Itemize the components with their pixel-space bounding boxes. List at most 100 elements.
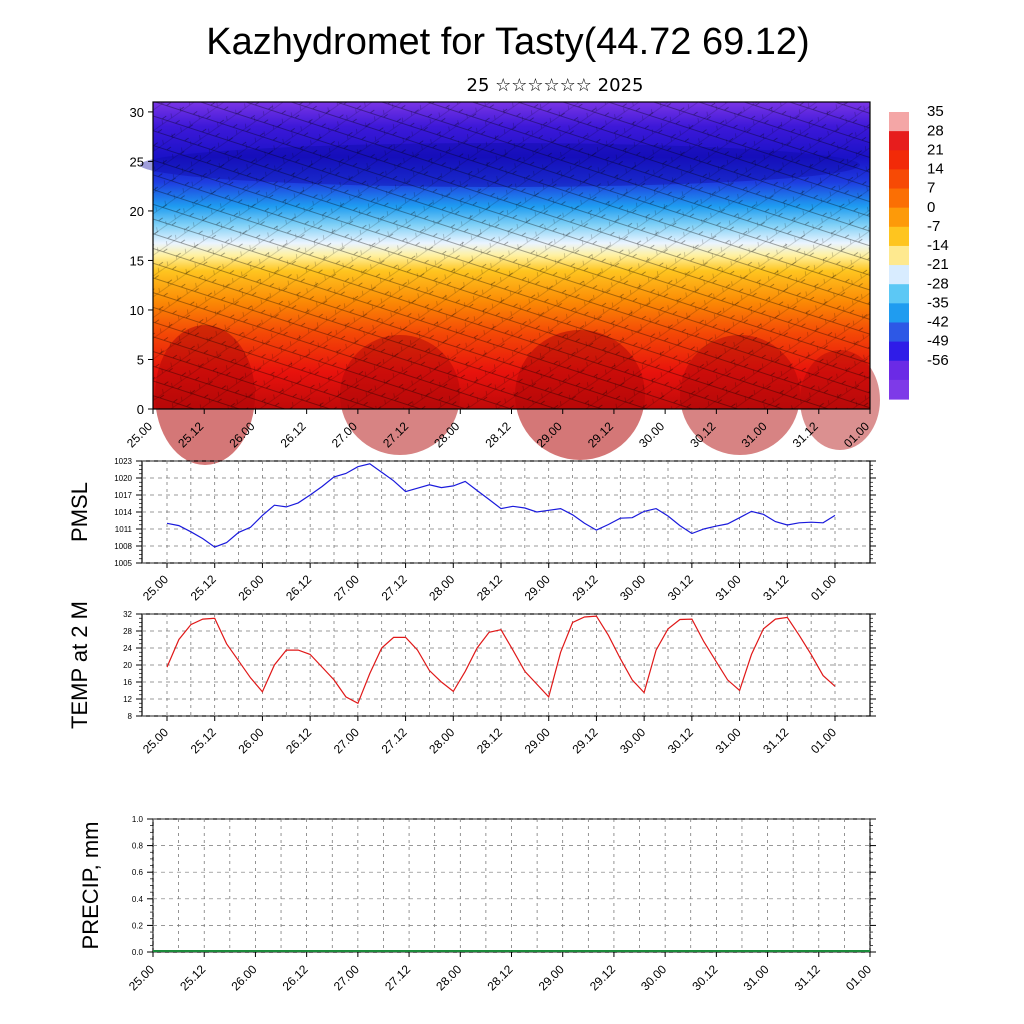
x-tick-label: 25.12 (188, 725, 219, 756)
y-tick-label: 1005 (114, 559, 132, 568)
x-tick-label: 30.12 (665, 725, 696, 756)
x-tick-label: 29.00 (536, 962, 567, 993)
x-tick-label: 25.00 (126, 962, 157, 993)
wind-barbs-layer2 (153, 102, 870, 409)
colorbar-label: -42 (927, 314, 949, 331)
colorbar-label: 21 (927, 141, 944, 158)
y-tick-label: 1011 (115, 525, 133, 534)
colorbar-swatch (889, 207, 909, 228)
x-tick-label: 25.12 (177, 962, 208, 993)
colorbar-swatch (889, 245, 909, 266)
colorbar-label: 14 (927, 161, 944, 178)
colorbar-swatch (889, 303, 909, 324)
x-tick-label: 31.00 (713, 572, 744, 603)
y-tick-label: 20 (130, 204, 144, 219)
x-tick-label: 30.00 (636, 419, 667, 450)
x-tick-label: 27.00 (331, 572, 362, 603)
x-tick-label: 26.12 (283, 725, 314, 756)
x-tick-label: 26.12 (283, 572, 314, 603)
x-tick-label: 27.00 (331, 962, 362, 993)
x-tick-label: 28.00 (426, 572, 457, 603)
x-tick-label: 31.12 (760, 725, 791, 756)
x-tick-label: 26.00 (235, 725, 266, 756)
colorbar-label: 7 (927, 180, 935, 197)
colorbar: 35 28 21 14 7 0 -7 -14 -21 -28 -35 -42 -49 -56 (889, 103, 949, 400)
y-tick-label: 1020 (114, 474, 132, 483)
colorbar-label: -21 (927, 256, 949, 273)
x-tick-label: 29.12 (569, 572, 600, 603)
colorbar-swatch (889, 188, 909, 209)
x-tick-label: 28.00 (426, 725, 457, 756)
x-tick-label: 26.00 (235, 572, 266, 603)
x-tick-label: 29.12 (587, 962, 618, 993)
y-tick-label: 12 (123, 695, 132, 704)
colorbar-label: 0 (927, 199, 935, 216)
y-tick-label: 0.8 (132, 842, 144, 851)
series-line (166, 615, 836, 705)
x-tick-label: 30.00 (638, 962, 669, 993)
colorbar-swatch (889, 169, 909, 190)
x-tick-label: 27.00 (331, 725, 362, 756)
x-tick-label: 01.00 (843, 962, 874, 993)
x-tick-label: 25.12 (188, 572, 219, 603)
temp-panel: 8 12 16 20 24 28 32 TEMP at 2 M 25.00 25.12 26.00 2… (67, 601, 876, 756)
x-tick-label: 29.12 (569, 725, 600, 756)
colorbar-label: -14 (927, 237, 949, 254)
colorbar-label: -49 (927, 333, 949, 350)
y-tick-label: 25 (130, 154, 144, 169)
y-tick-label: 1.0 (132, 815, 144, 824)
chart-title: Kazhydromet for Tasty(44.72 69.12) (206, 21, 809, 63)
precip-panel: 0.0 0.2 0.4 0.6 0.8 1.0 PRECIP, mm 25.00 25.12 26… (78, 815, 876, 993)
y-tick-label: 30 (130, 105, 144, 120)
x-tick-label: 25.00 (140, 725, 171, 756)
x-tick-label: 31.12 (760, 572, 791, 603)
y-axis-title: TEMP at 2 M (67, 601, 92, 729)
colorbar-label: -7 (927, 218, 940, 235)
colorbar-swatch (889, 265, 909, 285)
colorbar-swatch (889, 112, 909, 132)
x-tick-label: 28.12 (474, 725, 505, 756)
x-tick-label: 28.00 (433, 962, 464, 993)
y-tick-label: 16 (123, 678, 132, 687)
x-tick-label: 28.12 (484, 962, 515, 993)
y-tick-label: 0.4 (132, 895, 144, 904)
colorbar-swatch (889, 284, 909, 304)
colorbar-swatch (889, 322, 909, 343)
colorbar-swatch (889, 150, 909, 170)
colorbar-label: 28 (927, 122, 944, 139)
x-tick-label: 27.12 (379, 572, 410, 603)
x-tick-label: 27.12 (382, 962, 413, 993)
y-tick-label: 24 (123, 644, 132, 653)
colorbar-label: 35 (927, 103, 944, 120)
x-tick-label: 27.12 (379, 725, 410, 756)
y-tick-label: 0.6 (132, 868, 144, 877)
colorbar-label: -28 (927, 275, 949, 292)
colorbar-swatch (889, 226, 909, 247)
y-tick-label: 0.0 (132, 948, 144, 957)
chart-subtitle: 25 ☆☆☆☆☆☆ 2025 (467, 75, 644, 96)
x-tick-label: 28.12 (474, 572, 505, 603)
y-tick-label: 32 (123, 610, 132, 619)
colorbar-swatch (889, 131, 909, 151)
y-tick-label: 1017 (114, 491, 132, 500)
x-tick-label: 31.12 (792, 962, 823, 993)
x-tick-label: 26.00 (228, 962, 259, 993)
colorbar-swatch (889, 360, 909, 381)
y-tick-label: 28 (123, 627, 132, 636)
y-tick-label: 15 (130, 253, 144, 268)
colorbar-label: -56 (927, 352, 949, 369)
y-axis-title: PMSL (67, 482, 92, 542)
x-tick-label: 01.00 (808, 725, 839, 756)
x-tick-label: 28.12 (482, 419, 513, 450)
x-tick-label: 30.12 (665, 572, 696, 603)
y-tick-label: 5 (137, 352, 144, 367)
y-tick-label: 1023 (114, 457, 132, 466)
colorbar-label: -35 (927, 294, 949, 311)
x-tick-label: 26.12 (278, 419, 309, 450)
heatmap-y-axis: 0 5 10 15 20 25 30 (130, 105, 153, 417)
x-tick-label: 31.00 (741, 962, 772, 993)
y-tick-label: 1008 (114, 542, 132, 551)
x-tick-label: 01.00 (808, 572, 839, 603)
